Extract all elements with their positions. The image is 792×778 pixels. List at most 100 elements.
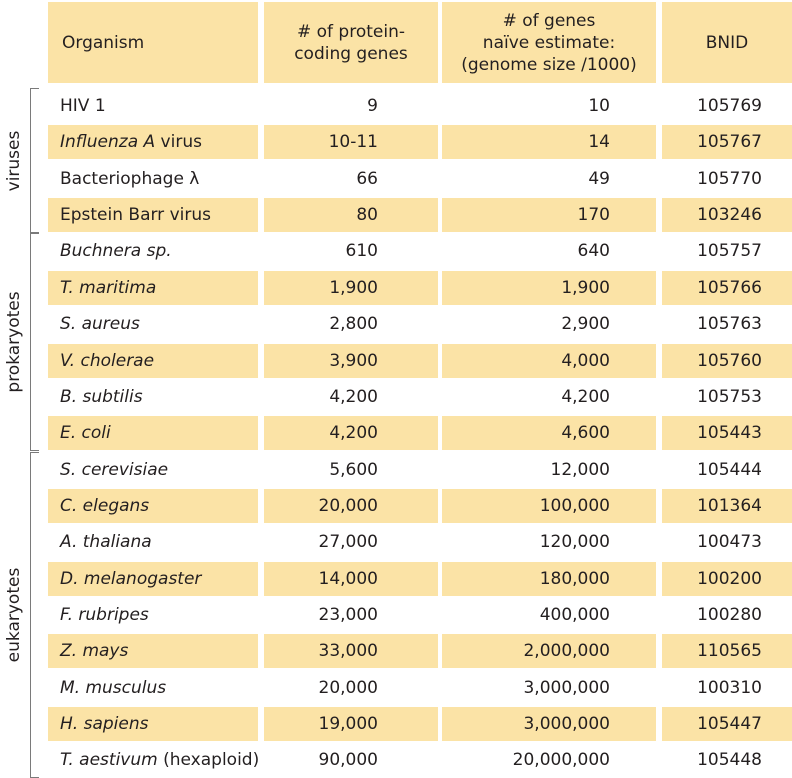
bnid-cell: 100280 <box>662 598 792 632</box>
bnid-cell: 105447 <box>662 707 792 741</box>
protein-coding-genes-cell: 4,200 <box>264 380 438 414</box>
organism-suffix: (hexaploid) <box>158 750 260 770</box>
organism-cell: Bacteriophage λ <box>48 162 258 196</box>
organism-cell: T. aestivum (hexaploid) <box>48 743 258 777</box>
naive-estimate-cell: 12,000 <box>442 453 656 487</box>
bnid-cell: 110565 <box>662 634 792 668</box>
organism-cell: D. melanogaster <box>48 562 258 596</box>
organism-name: Buchnera sp. <box>60 241 172 261</box>
organism-name: D. melanogaster <box>60 569 201 589</box>
organism-cell: S. cerevisiae <box>48 453 258 487</box>
group-label: viruses <box>2 88 26 233</box>
bnid-cell: 105770 <box>662 162 792 196</box>
header-naive-estimate: # of genes naïve estimate: (genome size … <box>442 2 656 83</box>
organism-cell: Buchnera sp. <box>48 234 258 268</box>
naive-estimate-cell: 10 <box>442 89 656 123</box>
naive-estimate-cell: 2,900 <box>442 307 656 341</box>
bnid-cell: 101364 <box>662 489 792 523</box>
protein-coding-genes-cell: 610 <box>264 234 438 268</box>
group-bracket <box>30 233 39 451</box>
group-label-text: eukaryotes <box>4 568 24 663</box>
organism-name: H. sapiens <box>60 714 148 734</box>
organism-cell: V. cholerae <box>48 344 258 378</box>
group-bracket <box>30 452 39 778</box>
organism-name: HIV 1 <box>60 96 106 116</box>
organism-name: T. aestivum <box>60 750 158 770</box>
protein-coding-genes-cell: 3,900 <box>264 344 438 378</box>
header-naive-line2: naïve estimate: <box>461 32 636 54</box>
protein-coding-genes-cell: 14,000 <box>264 562 438 596</box>
protein-coding-genes-cell: 80 <box>264 198 438 232</box>
organism-cell: A. thaliana <box>48 525 258 559</box>
naive-estimate-cell: 4,600 <box>442 416 656 450</box>
protein-coding-genes-cell: 27,000 <box>264 525 438 559</box>
organism-suffix: virus <box>155 132 202 152</box>
naive-estimate-cell: 4,200 <box>442 380 656 414</box>
header-bnid: BNID <box>662 2 792 83</box>
naive-estimate-cell: 100,000 <box>442 489 656 523</box>
organism-cell: F. rubripes <box>48 598 258 632</box>
bnid-cell: 100473 <box>662 525 792 559</box>
protein-coding-genes-cell: 10-11 <box>264 125 438 159</box>
naive-estimate-cell: 3,000,000 <box>442 707 656 741</box>
naive-estimate-cell: 400,000 <box>442 598 656 632</box>
organism-cell: M. musculus <box>48 671 258 705</box>
organism-name: S. aureus <box>60 314 140 334</box>
organism-name: F. rubripes <box>60 605 149 625</box>
bnid-cell: 103246 <box>662 198 792 232</box>
bnid-cell: 105760 <box>662 344 792 378</box>
organism-name: T. maritima <box>60 278 156 298</box>
group-label: prokaryotes <box>2 233 26 451</box>
protein-coding-genes-cell: 20,000 <box>264 671 438 705</box>
organism-name: Bacteriophage λ <box>60 169 199 189</box>
organism-name: Influenza A <box>60 132 155 152</box>
header-bnid-label: BNID <box>706 32 748 54</box>
organism-name: M. musculus <box>60 678 166 698</box>
bnid-cell: 105769 <box>662 89 792 123</box>
header-protein-coding-text: # of protein- coding genes <box>294 21 408 65</box>
bnid-cell: 100200 <box>662 562 792 596</box>
naive-estimate-cell: 20,000,000 <box>442 743 656 777</box>
header-organism: Organism <box>48 2 258 83</box>
naive-estimate-cell: 2,000,000 <box>442 634 656 668</box>
header-protein-coding: # of protein- coding genes <box>264 2 438 83</box>
naive-estimate-cell: 120,000 <box>442 525 656 559</box>
naive-estimate-cell: 1,900 <box>442 271 656 305</box>
bnid-cell: 105443 <box>662 416 792 450</box>
protein-coding-genes-cell: 5,600 <box>264 453 438 487</box>
organism-cell: S. aureus <box>48 307 258 341</box>
group-label-text: viruses <box>4 130 24 191</box>
protein-coding-genes-cell: 90,000 <box>264 743 438 777</box>
organism-cell: H. sapiens <box>48 707 258 741</box>
naive-estimate-cell: 49 <box>442 162 656 196</box>
protein-coding-genes-cell: 2,800 <box>264 307 438 341</box>
organism-cell: Z. mays <box>48 634 258 668</box>
group-label: eukaryotes <box>2 452 26 778</box>
naive-estimate-cell: 14 <box>442 125 656 159</box>
header-organism-label: Organism <box>62 32 144 54</box>
header-naive-line3: (genome size /1000) <box>461 54 636 76</box>
naive-estimate-cell: 640 <box>442 234 656 268</box>
protein-coding-genes-cell: 19,000 <box>264 707 438 741</box>
organism-cell: E. coli <box>48 416 258 450</box>
bnid-cell: 105448 <box>662 743 792 777</box>
bnid-cell: 105766 <box>662 271 792 305</box>
naive-estimate-cell: 3,000,000 <box>442 671 656 705</box>
header-protein-line1: # of protein- <box>294 21 408 43</box>
organism-cell: T. maritima <box>48 271 258 305</box>
bnid-cell: 105757 <box>662 234 792 268</box>
